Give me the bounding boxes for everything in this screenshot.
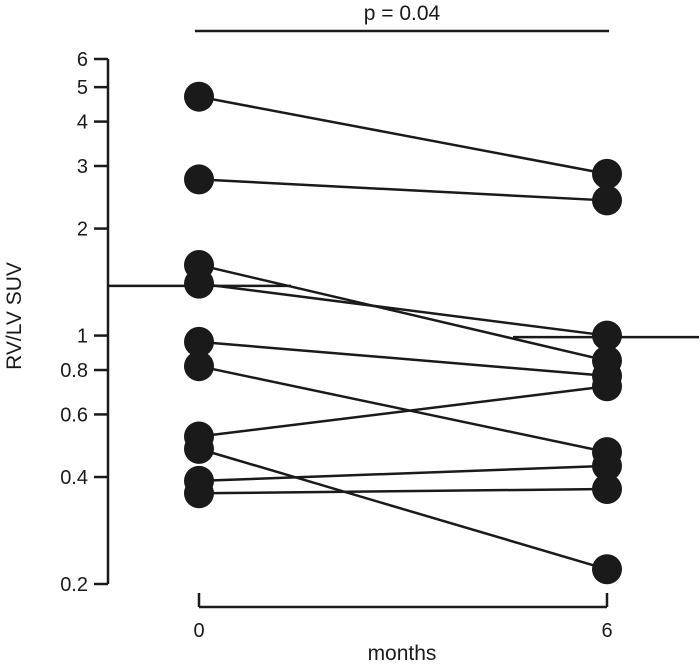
y-tick-label: 2 xyxy=(77,219,88,241)
y-tick-label: 0.2 xyxy=(60,574,88,596)
data-point xyxy=(184,478,214,509)
axes-layer xyxy=(94,29,609,609)
pair-line xyxy=(198,282,608,337)
data-point xyxy=(184,81,214,112)
x-tick-label: 6 xyxy=(601,620,612,642)
pair-line xyxy=(198,447,608,571)
data-point xyxy=(184,326,214,357)
pair-lines-layer xyxy=(198,95,608,571)
data-points-layer xyxy=(184,81,622,585)
data-point xyxy=(184,164,214,195)
p-value-annotation: p = 0.04 xyxy=(364,2,441,25)
y-tick-label: 0.8 xyxy=(60,360,88,382)
y-tick-label: 0.6 xyxy=(60,404,88,426)
labels-layer: p = 0.04 months RV/LV SUV 0.2 0.4 0.6 0.8 1 2… xyxy=(3,2,613,664)
data-point xyxy=(184,433,214,464)
pair-line xyxy=(198,487,608,495)
data-point xyxy=(592,185,622,216)
pair-line xyxy=(198,385,608,438)
y-tick-label: 6 xyxy=(77,49,88,71)
x-tick-label: 0 xyxy=(193,620,204,642)
pair-line xyxy=(198,464,608,483)
x-axis-title: months xyxy=(368,642,437,664)
y-tick-label: 4 xyxy=(77,112,88,134)
data-point xyxy=(184,351,214,382)
data-point xyxy=(184,268,214,299)
data-point xyxy=(592,320,622,351)
data-point xyxy=(592,474,622,505)
y-axis-title: RV/LV SUV xyxy=(3,262,26,370)
pair-line xyxy=(198,364,608,454)
data-point xyxy=(592,554,622,585)
pair-line xyxy=(198,340,608,378)
pair-line xyxy=(198,178,608,202)
data-point xyxy=(592,158,622,189)
y-tick-label: 5 xyxy=(77,77,88,99)
pair-line xyxy=(198,263,608,362)
y-tick-label: 0.4 xyxy=(60,467,88,489)
y-tick-label: 3 xyxy=(77,156,88,178)
pair-line xyxy=(198,95,608,176)
data-point xyxy=(592,450,622,481)
data-point xyxy=(592,371,622,402)
y-tick-label: 1 xyxy=(77,326,88,348)
